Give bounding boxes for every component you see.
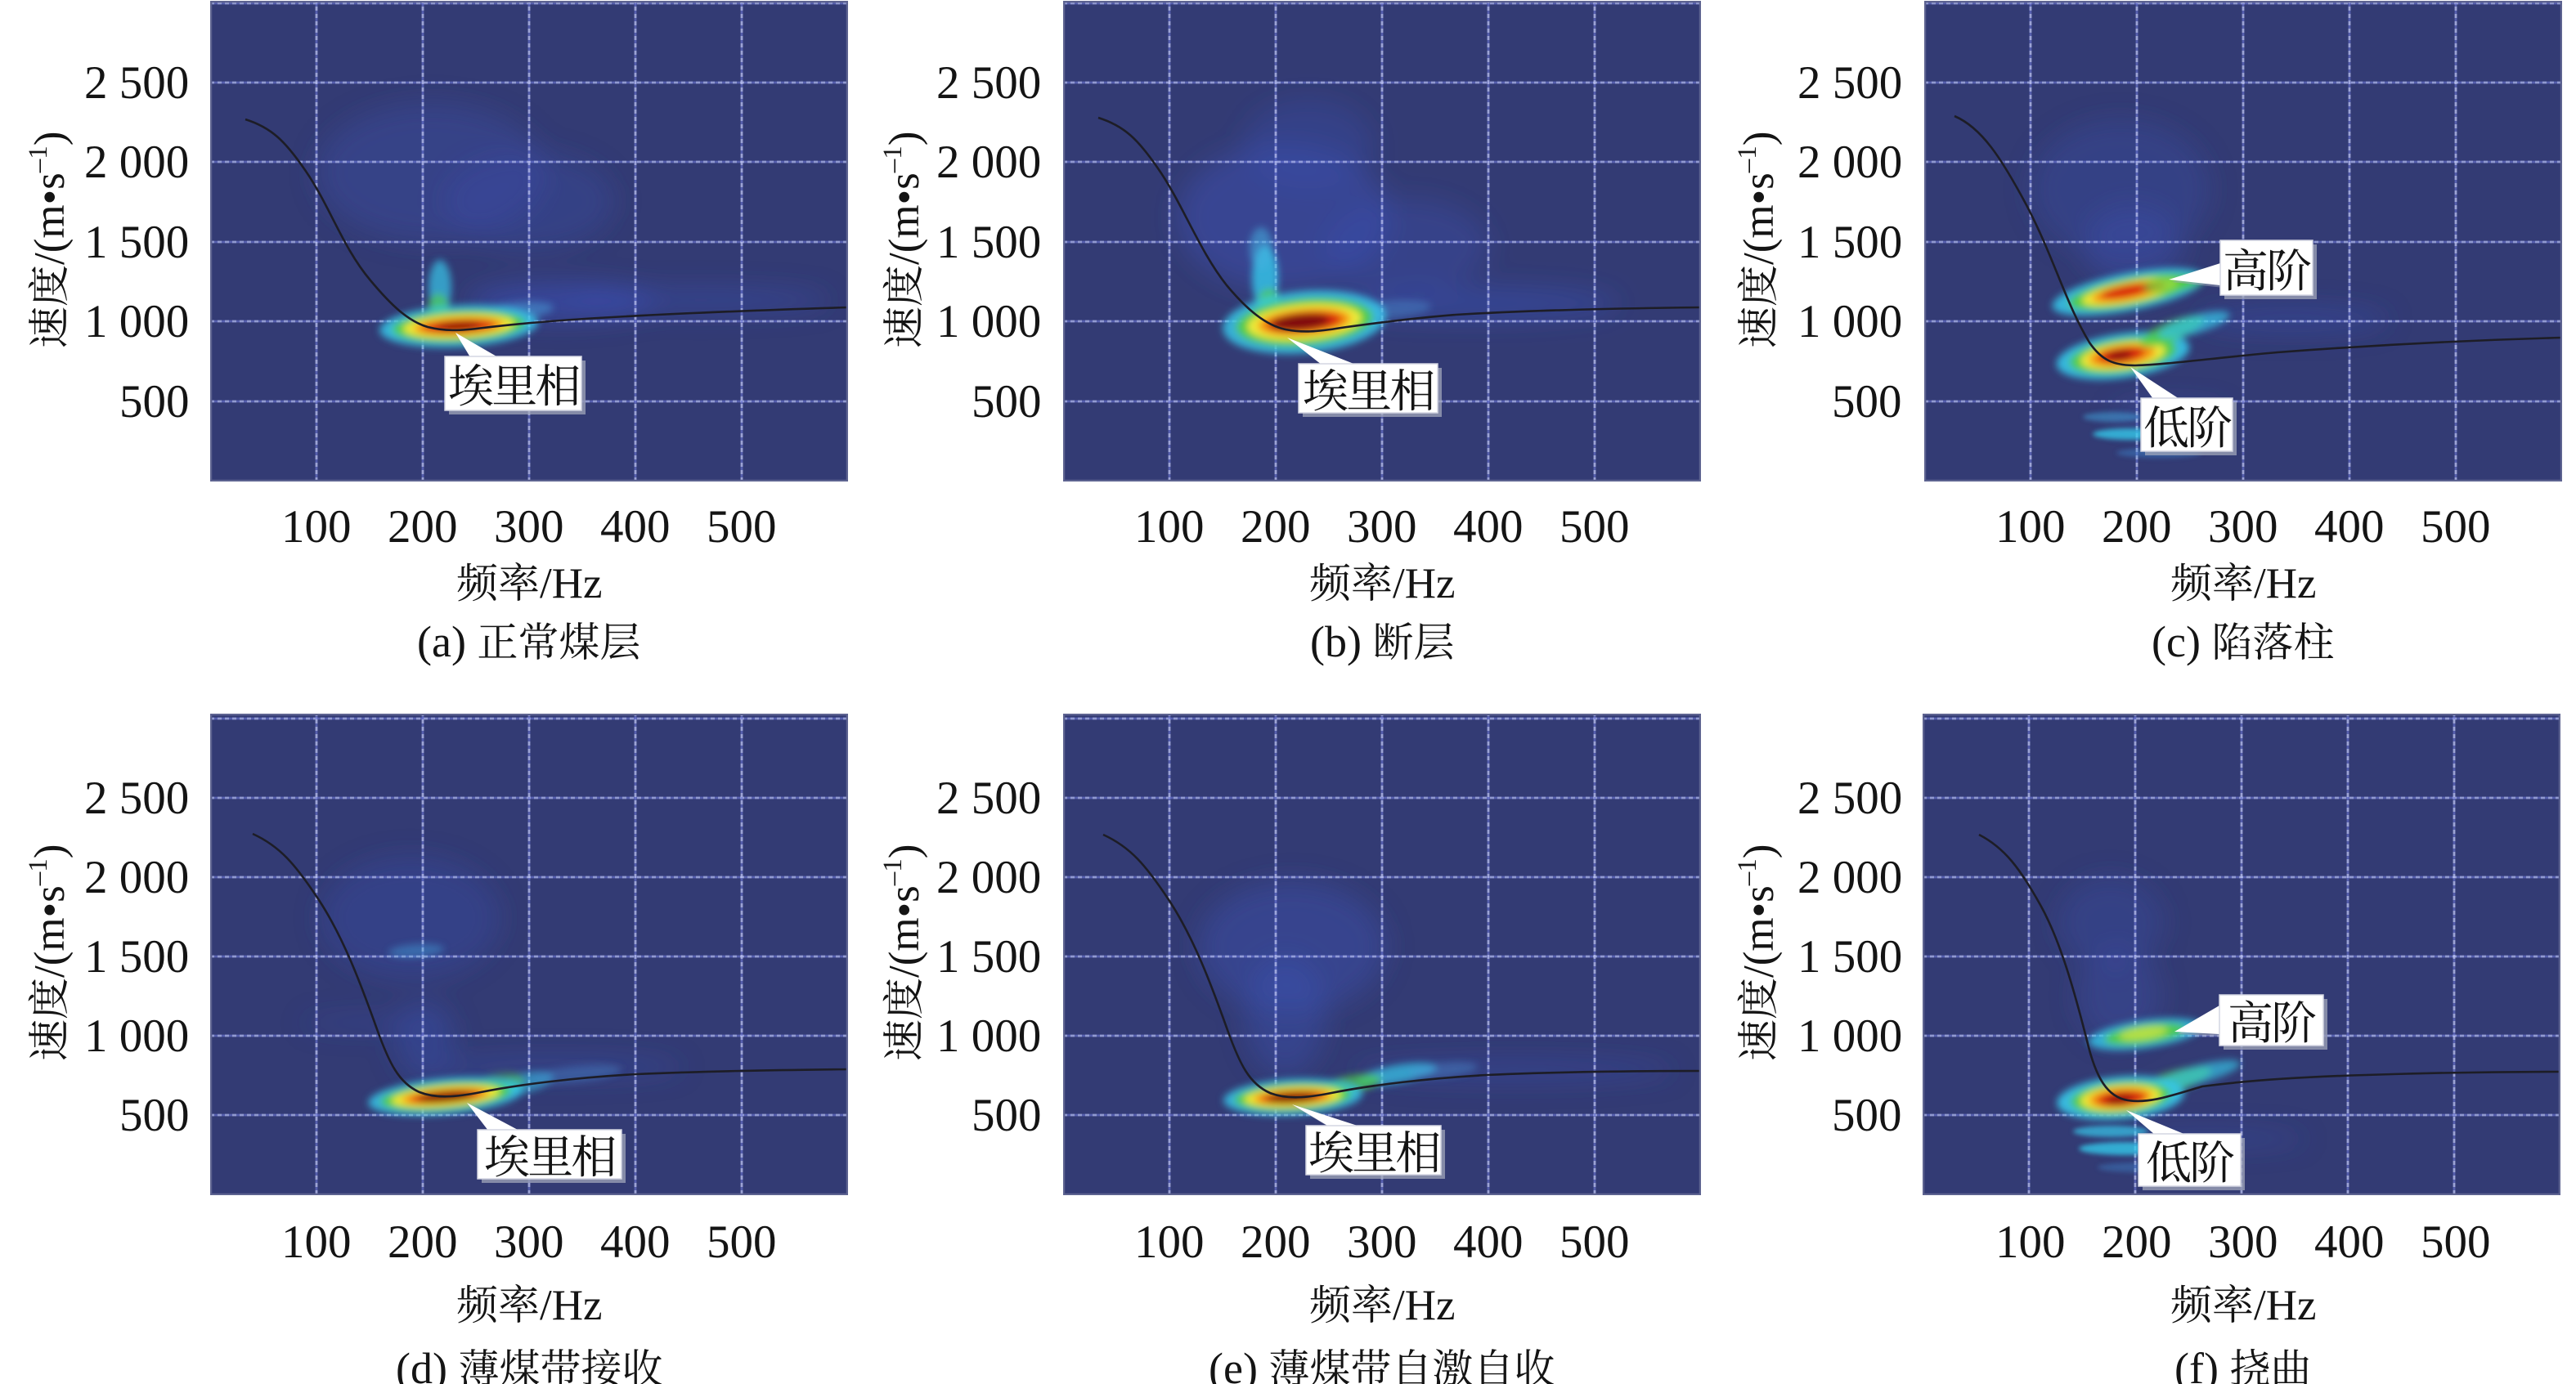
- svg-text:500: 500: [1560, 1216, 1630, 1268]
- svg-text:500: 500: [972, 376, 1042, 428]
- svg-text:/(m•s: /(m•s: [881, 172, 928, 265]
- svg-text:/Hz: /Hz: [540, 1282, 603, 1329]
- svg-text:1 000: 1 000: [1797, 296, 1902, 347]
- svg-text:100: 100: [1995, 501, 2066, 553]
- svg-text:200: 200: [2102, 501, 2172, 553]
- svg-text:1 500: 1 500: [84, 217, 189, 268]
- svg-text:300: 300: [494, 501, 564, 553]
- svg-text:2 500: 2 500: [1797, 57, 1902, 109]
- svg-text:500: 500: [2421, 501, 2491, 553]
- svg-text:2 500: 2 500: [84, 57, 189, 109]
- svg-text:300: 300: [1347, 1216, 1417, 1268]
- svg-text:2 000: 2 000: [936, 852, 1041, 903]
- svg-text:200: 200: [388, 1216, 458, 1268]
- svg-text:2 000: 2 000: [936, 137, 1041, 188]
- svg-text:1 500: 1 500: [1797, 217, 1902, 268]
- svg-text:): ): [881, 132, 928, 146]
- svg-text:): ): [1735, 844, 1783, 858]
- svg-text:–1: –1: [25, 146, 53, 173]
- svg-text:100: 100: [1995, 1216, 2066, 1268]
- svg-text:2 500: 2 500: [936, 57, 1041, 109]
- svg-text:/(m•s: /(m•s: [26, 172, 74, 265]
- svg-text:/(m•s: /(m•s: [26, 885, 74, 978]
- svg-text:500: 500: [2421, 1216, 2491, 1268]
- svg-text:(b): (b): [1310, 617, 1372, 666]
- svg-text:(f): (f): [2174, 1344, 2229, 1384]
- svg-text:2 500: 2 500: [936, 773, 1041, 824]
- svg-text:500: 500: [707, 1216, 777, 1268]
- svg-text:300: 300: [2208, 1216, 2278, 1268]
- svg-text:/(m•s: /(m•s: [1735, 885, 1783, 978]
- svg-text:/Hz: /Hz: [540, 560, 603, 607]
- svg-text:400: 400: [600, 501, 671, 553]
- svg-text:400: 400: [1453, 1216, 1524, 1268]
- svg-text:2 000: 2 000: [84, 137, 189, 188]
- svg-text:1 500: 1 500: [936, 217, 1041, 268]
- svg-text:1 000: 1 000: [84, 1010, 189, 1062]
- svg-text:500: 500: [119, 1090, 190, 1141]
- svg-text:400: 400: [2314, 1216, 2385, 1268]
- svg-text:): ): [26, 844, 74, 858]
- svg-text:2 000: 2 000: [1797, 852, 1902, 903]
- svg-text:500: 500: [1560, 501, 1630, 553]
- svg-text:(c): (c): [2152, 617, 2211, 666]
- svg-text:200: 200: [1241, 501, 1311, 553]
- svg-text:500: 500: [707, 501, 777, 553]
- svg-text:–1: –1: [879, 146, 908, 173]
- svg-text:/Hz: /Hz: [2254, 1282, 2317, 1329]
- svg-text:1 000: 1 000: [84, 296, 189, 347]
- svg-text:2 500: 2 500: [84, 773, 189, 824]
- svg-text:400: 400: [2314, 501, 2385, 553]
- svg-text:2 000: 2 000: [1797, 137, 1902, 188]
- svg-text:100: 100: [1134, 501, 1205, 553]
- svg-text:300: 300: [494, 1216, 564, 1268]
- svg-text:/(m•s: /(m•s: [881, 885, 928, 978]
- svg-text:2 500: 2 500: [1797, 773, 1902, 824]
- svg-text:400: 400: [1453, 501, 1524, 553]
- svg-text:400: 400: [600, 1216, 671, 1268]
- svg-text:100: 100: [281, 501, 352, 553]
- svg-text:1 500: 1 500: [84, 931, 189, 983]
- svg-text:–1: –1: [1734, 858, 1762, 886]
- svg-text:500: 500: [1832, 1090, 1902, 1141]
- svg-text:/(m•s: /(m•s: [1735, 172, 1783, 265]
- svg-text:1 000: 1 000: [936, 296, 1041, 347]
- svg-text:500: 500: [972, 1090, 1042, 1141]
- svg-text:300: 300: [2208, 501, 2278, 553]
- svg-text:1 000: 1 000: [936, 1010, 1041, 1062]
- svg-text:–1: –1: [879, 858, 908, 886]
- svg-text:1 500: 1 500: [936, 931, 1041, 983]
- svg-text:1 500: 1 500: [1797, 931, 1902, 983]
- svg-text:1 000: 1 000: [1797, 1010, 1902, 1062]
- svg-text:(a): (a): [417, 617, 477, 666]
- svg-text:100: 100: [281, 1216, 352, 1268]
- svg-text:2 000: 2 000: [84, 852, 189, 903]
- svg-text:/Hz: /Hz: [1393, 1282, 1456, 1329]
- svg-text:200: 200: [2102, 1216, 2172, 1268]
- svg-text:(d): (d): [396, 1344, 458, 1384]
- svg-text:–1: –1: [1734, 146, 1762, 173]
- svg-text:): ): [26, 132, 74, 146]
- svg-text:/Hz: /Hz: [2254, 560, 2317, 607]
- svg-text:(e): (e): [1209, 1344, 1268, 1384]
- svg-text:300: 300: [1347, 501, 1417, 553]
- svg-text:/Hz: /Hz: [1393, 560, 1456, 607]
- svg-text:200: 200: [388, 501, 458, 553]
- svg-text:100: 100: [1134, 1216, 1205, 1268]
- svg-text:500: 500: [119, 376, 190, 428]
- svg-text:500: 500: [1832, 376, 1902, 428]
- svg-text:200: 200: [1241, 1216, 1311, 1268]
- svg-text:): ): [881, 844, 928, 858]
- svg-text:): ): [1735, 132, 1783, 146]
- svg-text:–1: –1: [25, 858, 53, 886]
